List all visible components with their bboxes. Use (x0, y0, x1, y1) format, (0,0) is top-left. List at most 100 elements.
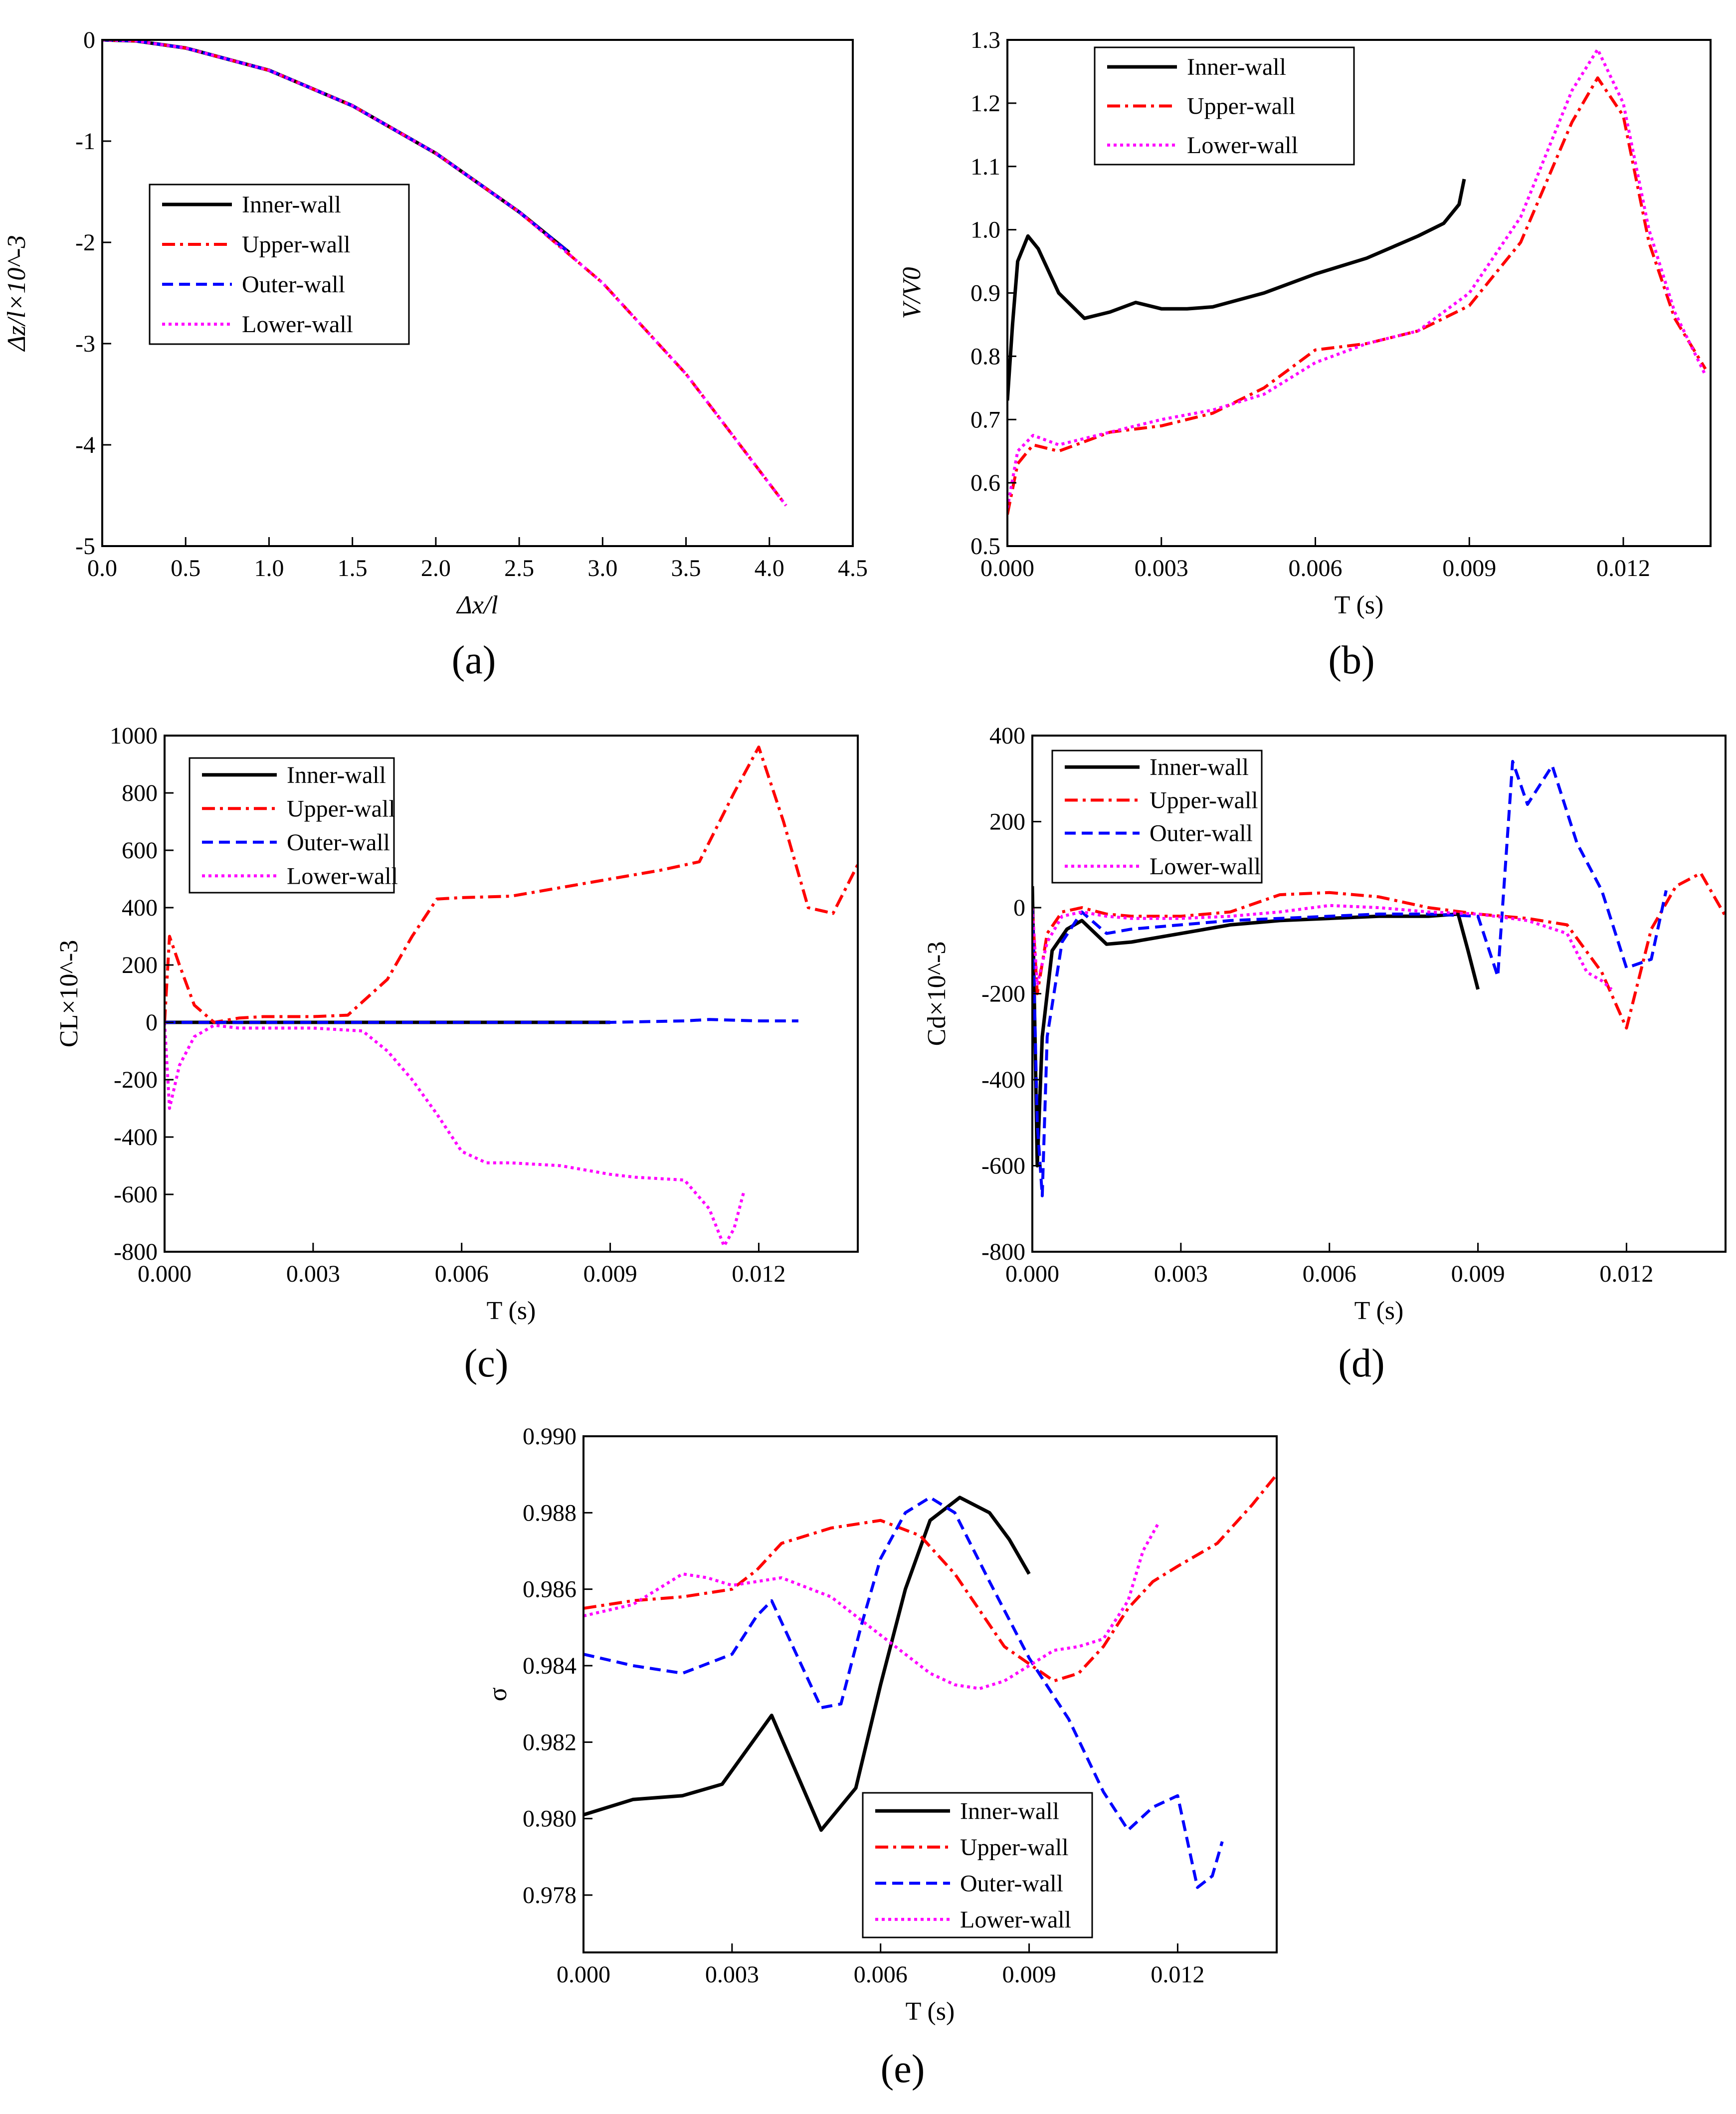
legend-box-a (149, 184, 410, 345)
x-tick-label-b: 0.006 (1289, 555, 1343, 581)
y-tick-label-b: 0.7 (970, 406, 1000, 433)
x-tick-label-b: 0.009 (1442, 555, 1496, 581)
x-tick-label-a: 1.5 (338, 555, 368, 581)
panel-label-b: (b) (1328, 638, 1374, 682)
x-tick-label-e: 0.006 (854, 1961, 908, 1988)
x-tick-label-b: 0.003 (1135, 555, 1188, 581)
legend-label-d-upper-wall: Upper-wall (1150, 787, 1258, 813)
y-tick-label-a: -2 (75, 229, 95, 256)
legend-d: Inner-wall Upper-wall Outer-wall Lower-wall (1051, 750, 1263, 884)
x-axis-title-a: Δx/l (456, 591, 498, 619)
y-tick-label-e: 0.990 (523, 1423, 577, 1450)
plot-frame-e (582, 1435, 1278, 1953)
legend-label-e-lower-wall: Lower-wall (960, 1907, 1071, 1933)
series-line-d-upper-wall (1032, 872, 1726, 1030)
y-tick-label-b: 0.6 (970, 470, 1000, 496)
legend-label-d-outer-wall: Outer-wall (1150, 820, 1253, 847)
legend-label-a-outer-wall: Outer-wall (242, 271, 345, 298)
y-tick-label-c: 0 (146, 1009, 158, 1036)
y-axis-title-e: σ (484, 1687, 512, 1701)
legend-label-c-outer-wall: Outer-wall (287, 829, 390, 856)
x-tick-label-c: 0.009 (583, 1261, 637, 1287)
legend-label-c-inner-wall: Inner-wall (287, 762, 386, 788)
y-tick-label-c: -800 (114, 1239, 158, 1265)
y-tick-label-a: -3 (75, 331, 95, 357)
y-tick-label-d: -400 (981, 1067, 1025, 1093)
series-line-e-upper-wall (583, 1473, 1277, 1683)
legend-b: Inner-wall Upper-wall Lower-wall (1094, 46, 1355, 166)
legend-label-b-upper-wall: Upper-wall (1187, 93, 1296, 120)
series-line-e-outer-wall (583, 1496, 1224, 1889)
y-tick-label-d: 400 (989, 723, 1025, 749)
x-tick-label-a: 3.0 (587, 555, 617, 581)
legend-label-e-inner-wall: Inner-wall (960, 1798, 1059, 1824)
legend-box-e (862, 1792, 1093, 1938)
panel-label-d: (d) (1338, 1342, 1384, 1385)
panel-a: 0.0 0.5 1.0 1.5 2.0 2.5 3.0 3.5 4.0 4.5 -5 -4 -3 -2 -1… (2, 27, 868, 682)
series-line-d-lower-wall (1032, 904, 1613, 991)
y-tick-label-c: 800 (122, 780, 158, 806)
legend-label-d-lower-wall: Lower-wall (1150, 853, 1261, 880)
y-tick-label-c: -600 (114, 1181, 158, 1208)
panel-e: 0.000 0.003 0.006 0.009 0.012 0.978 0.980 0.982… (484, 1423, 1278, 2091)
y-tick-label-b: 1.2 (970, 90, 1000, 117)
x-tick-label-c: 0.006 (435, 1261, 489, 1287)
y-axis-title-c: CL×10^-3 (55, 940, 83, 1048)
x-axis-title-c: T (s) (487, 1297, 536, 1325)
y-axis-title-a: Δz/l×10^-3 (2, 235, 31, 352)
legend-label-b-inner-wall: Inner-wall (1187, 54, 1286, 80)
series-line-b-inner-wall (1007, 179, 1466, 401)
y-tick-label-c: -200 (114, 1067, 158, 1093)
series-line-c-lower-wall (165, 1022, 746, 1248)
y-tick-label-e: 0.988 (523, 1500, 577, 1526)
y-tick-label-c: 600 (122, 837, 158, 864)
legend-e: Inner-wall Upper-wall Outer-wall Lower-wall (862, 1792, 1093, 1938)
legend-label-e-outer-wall: Outer-wall (960, 1870, 1063, 1897)
y-tick-label-a: 0 (83, 27, 95, 53)
x-tick-label-d: 0.003 (1154, 1261, 1208, 1287)
panel-d: 0.000 0.003 0.006 0.009 0.012 -800 -600 -400 -20… (923, 723, 1727, 1385)
y-tick-label-d: -800 (981, 1239, 1025, 1265)
series-line-e-inner-wall (583, 1496, 1031, 1832)
x-tick-label-d: 0.012 (1599, 1261, 1653, 1287)
panel-label-a: (a) (452, 638, 496, 682)
legend-label-e-upper-wall: Upper-wall (960, 1834, 1069, 1861)
y-tick-label-e: 0.984 (523, 1653, 577, 1679)
y-tick-label-d: 200 (989, 809, 1025, 835)
x-tick-label-a: 3.5 (671, 555, 701, 581)
y-tick-label-c: 200 (122, 952, 158, 978)
series-line-c-upper-wall (165, 746, 858, 1024)
legend-label-a-lower-wall: Lower-wall (242, 311, 353, 338)
x-tick-label-a: 4.0 (755, 555, 784, 581)
panel-b: 0.000 0.003 0.006 0.009 0.012 0.5 0.6 0.7 0.8 0.9… (898, 27, 1712, 682)
y-tick-label-b: 0.9 (970, 280, 1000, 307)
legend-label-a-upper-wall: Upper-wall (242, 231, 351, 258)
x-tick-label-a: 4.5 (838, 555, 868, 581)
y-axis-title-b: V/V0 (898, 267, 926, 319)
y-tick-label-b: 1.1 (970, 154, 1000, 180)
legend-box-c (189, 757, 395, 894)
y-tick-label-e: 0.978 (523, 1882, 577, 1909)
y-tick-label-a: -4 (75, 432, 95, 458)
legend-label-c-upper-wall: Upper-wall (287, 795, 395, 822)
y-tick-label-b: 0.8 (970, 343, 1000, 370)
legend-box-d (1051, 750, 1263, 884)
y-tick-label-a: -1 (75, 128, 95, 155)
series-line-b-upper-wall (1007, 76, 1707, 515)
panel-label-e: (e) (881, 2047, 925, 2091)
y-tick-label-a: -5 (75, 533, 95, 560)
y-tick-label-d: -600 (981, 1153, 1025, 1179)
panel-c: 0.000 0.003 0.006 0.009 0.012 -800 -600 -400 -20… (55, 723, 859, 1385)
y-tick-label-b: 1.3 (970, 27, 1000, 53)
x-tick-label-e: 0.000 (557, 1961, 610, 1988)
y-axis-title-d: Cd×10^-3 (923, 942, 951, 1046)
x-tick-label-a: 0.5 (171, 555, 200, 581)
series-line-e-lower-wall (583, 1523, 1159, 1690)
y-tick-label-e: 0.982 (523, 1729, 577, 1755)
y-tick-label-e: 0.986 (523, 1576, 577, 1603)
x-tick-label-a: 0.0 (87, 555, 117, 581)
series-line-d-outer-wall (1032, 760, 1668, 1197)
x-axis-title-d: T (s) (1354, 1297, 1404, 1325)
x-tick-label-b: 0.000 (980, 555, 1034, 581)
